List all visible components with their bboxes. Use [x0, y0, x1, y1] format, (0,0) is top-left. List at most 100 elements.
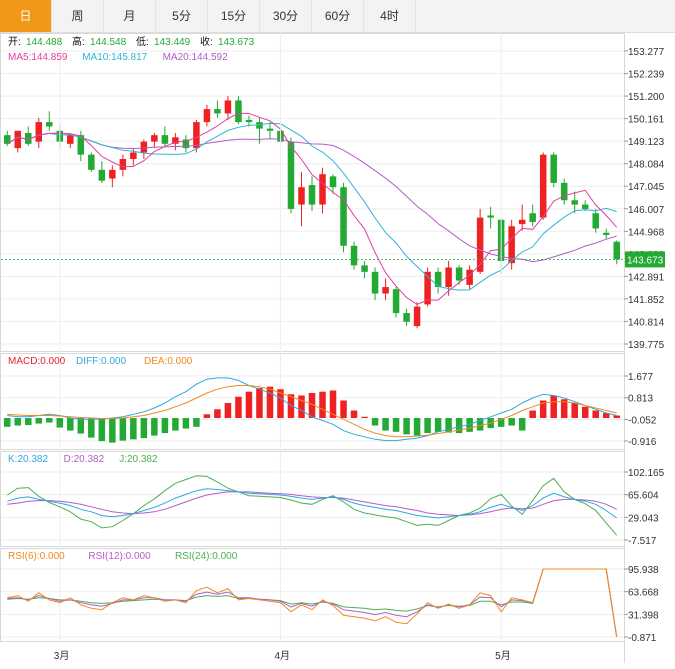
macd-bar [602, 413, 610, 419]
ma10-line [7, 122, 617, 291]
macd-bar [56, 418, 64, 428]
price-axis-tick-label: 148.084 [628, 160, 665, 171]
tab-1[interactable]: 周 [52, 0, 104, 32]
candle-body [298, 187, 305, 205]
macd-bar [371, 418, 379, 426]
kdj-axis-tick-label: 29.043 [628, 513, 659, 524]
macd-bar [235, 396, 242, 419]
rsi-axis-tick-label: 63.668 [628, 588, 659, 599]
macd-bar [25, 418, 32, 426]
macd-bar [434, 418, 442, 432]
macd-bar [413, 418, 421, 436]
kdj-axis-tick-label: -7.517 [628, 536, 657, 547]
macd-bar [67, 418, 74, 431]
candle-body [224, 100, 232, 114]
macd-bar [203, 414, 211, 419]
tab-0[interactable]: 日 [0, 0, 52, 32]
candle-body [151, 135, 158, 142]
rsi-legend-item: RSI(24):0.000 [175, 551, 238, 562]
macd-bar [361, 416, 368, 419]
ohlc-legend-value: 143.449 [154, 37, 191, 48]
macd-bar [329, 390, 337, 419]
macd-bar [77, 418, 85, 434]
candle-body [67, 135, 74, 144]
macd-bar [529, 410, 536, 419]
macd-dea-line [7, 385, 617, 438]
candle-body [140, 141, 148, 153]
kdj-axis-tick-label: 65.604 [628, 491, 659, 502]
macd-bar [340, 400, 347, 419]
candle-body [77, 135, 85, 155]
macd-bar [424, 418, 431, 434]
candle-body [35, 122, 43, 142]
macd-bar [581, 406, 589, 419]
macd-bar [245, 391, 253, 419]
rsi-legend-item: RSI(12):0.000 [88, 551, 151, 562]
macd-bar [466, 418, 473, 432]
ohlc-legend-label: 开: [8, 37, 21, 48]
candle-body [98, 169, 106, 181]
macd-bar [287, 394, 295, 419]
macd-bar [98, 418, 106, 442]
candle-body [319, 174, 326, 205]
candle-body [14, 130, 22, 149]
macd-bar [130, 418, 137, 440]
macd-bar [256, 387, 263, 419]
candle-body [529, 213, 536, 222]
candle-body [602, 232, 610, 235]
candle-body [88, 154, 95, 170]
tab-3[interactable]: 5分 [156, 0, 208, 32]
rsi-legend-item: RSI(6):0.000 [8, 551, 65, 562]
candle-body [392, 289, 400, 314]
period-tabs: 日周月 5分 15分 30分 60分 4时 [0, 0, 675, 33]
last-price-tag [625, 251, 665, 268]
macd-bar [508, 418, 515, 426]
macd-bar [277, 389, 284, 419]
tab-4[interactable]: 15分 [208, 0, 260, 32]
candle-body [487, 215, 494, 218]
ma-legend-item: MA10:145.817 [82, 52, 147, 63]
ma-legend-item: MA5:144.859 [8, 52, 68, 63]
price-axis-tick-label: 150.161 [628, 115, 665, 126]
rsi-panel-frame [0, 548, 625, 642]
macd-bar [518, 418, 526, 431]
macd-legend-item: MACD:0.000 [8, 356, 66, 367]
macd-bar [350, 410, 358, 419]
tab-2[interactable]: 月 [104, 0, 156, 32]
candle-body [340, 187, 347, 246]
candle-body [161, 135, 169, 144]
macd-bar [3, 418, 11, 427]
macd-axis-tick-label: -0.052 [628, 415, 657, 426]
macd-bar [172, 418, 179, 431]
price-axis-tick-label: 153.277 [628, 47, 665, 58]
rsi-axis-tick-label: 95.938 [628, 565, 659, 576]
kdj-d-line [7, 491, 617, 517]
price-axis-tick-label: 147.045 [628, 182, 665, 193]
ma5-line [7, 112, 618, 305]
candle-body [466, 269, 473, 285]
candle-body [25, 132, 32, 144]
kdj-k-line [7, 488, 617, 519]
candle-body [130, 152, 137, 160]
candle-body [3, 135, 11, 144]
candle-body [403, 313, 410, 322]
tab-7[interactable]: 4时 [364, 0, 416, 32]
tab-6[interactable]: 60分 [312, 0, 364, 32]
tab-5[interactable]: 30分 [260, 0, 312, 32]
ma-legend-item: MA20:144.592 [163, 52, 228, 63]
kdj-legend-item: K:20.382 [8, 454, 48, 465]
macd-bar [161, 418, 169, 434]
macd-bar [476, 418, 484, 431]
candle-body [424, 271, 431, 305]
rsi6-line [7, 568, 618, 638]
macd-bar [151, 418, 158, 436]
ohlc-legend-label: 高: [72, 35, 85, 48]
macd-bar [550, 395, 557, 419]
ohlc-legend-label: 收: [200, 35, 213, 48]
price-axis-tick-label: 149.123 [628, 137, 665, 148]
macd-bar [455, 418, 463, 434]
ohlc-legend-value: 144.548 [90, 37, 127, 48]
candle-body [592, 213, 599, 229]
rsi12-line [7, 568, 618, 638]
candle-body [361, 265, 368, 272]
